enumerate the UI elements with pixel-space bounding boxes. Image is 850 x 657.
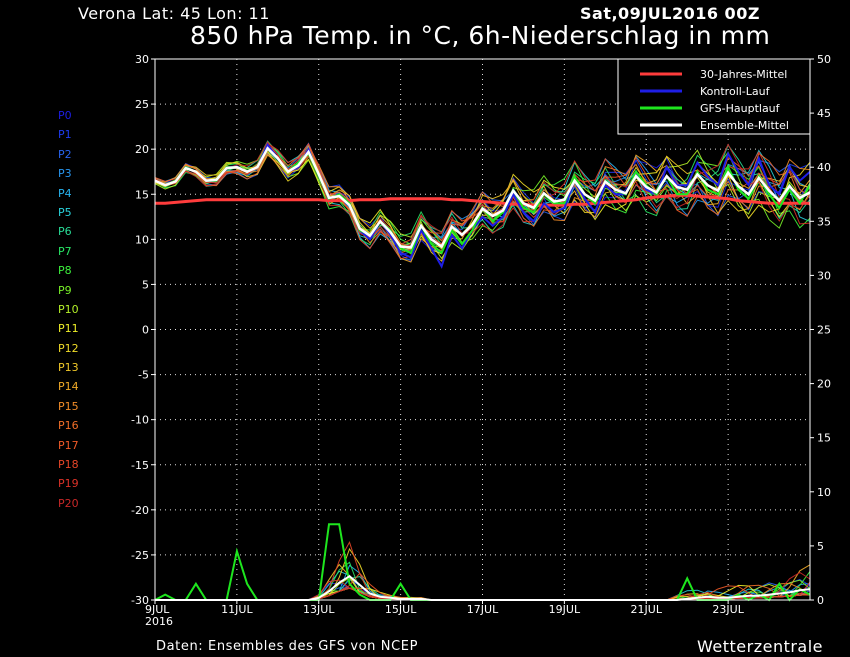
y-left-tick-label: -10: [131, 414, 149, 427]
y-right-tick-label: 10: [817, 486, 831, 499]
legend-label: GFS-Hauptlauf: [700, 102, 781, 115]
y-left-tick-label: 5: [142, 278, 149, 291]
member-label: P2: [58, 147, 72, 161]
member-label: P6: [58, 225, 72, 239]
legend-box: [617, 58, 811, 135]
climate-mean-line: [155, 193, 810, 207]
member-label: P12: [58, 341, 79, 355]
x-tick-label: 11JUL: [221, 603, 253, 616]
member-label: P4: [58, 186, 72, 200]
member-label: P16: [58, 419, 79, 433]
member-label: P3: [58, 167, 72, 181]
member-label: P11: [58, 322, 79, 336]
member-label: P19: [58, 477, 79, 491]
member-label: P13: [58, 361, 79, 375]
y-right-tick-label: 25: [817, 324, 831, 337]
y-left-tick-label: -25: [131, 549, 149, 562]
grid: [155, 59, 810, 600]
x-tick-year: 2016: [145, 615, 173, 628]
x-axis-ticks: 9JUL 11JUL 13JUL 15JUL 17JUL 19JUL 21JUL 23JUL 2…: [145, 600, 745, 628]
y-left-tick-label: -20: [131, 504, 149, 517]
y-right-tick-label: 30: [817, 269, 831, 282]
legend-label: Ensemble-Mittel: [700, 119, 789, 132]
y-left-tick-label: 15: [135, 188, 149, 201]
member-label: P17: [58, 438, 79, 452]
member-label: P1: [58, 128, 72, 142]
y-right-tick-label: 45: [817, 107, 831, 120]
brand-label: Wetterzentrale: [697, 637, 824, 656]
y-left-tick-label: 25: [135, 98, 149, 111]
legend: 30-Jahres-Mittel Kontroll-Lauf GFS-Hauptla…: [617, 58, 811, 135]
y-axis-left-ticks: 30 25 20 15 10 5 0 -5 -10 -15 -20 -25 -30: [131, 53, 155, 607]
member-label: P20: [58, 496, 79, 510]
y-right-tick-label: 5: [817, 540, 824, 553]
gfs-main-precip-line: [154, 523, 811, 602]
member-label: P14: [58, 380, 79, 394]
legend-label: 30-Jahres-Mittel: [700, 68, 787, 81]
y-right-tick-label: 35: [817, 215, 831, 228]
chart-title: 850 hPa Temp. in °C, 6h-Niederschlag in …: [190, 21, 771, 50]
member-label: P18: [58, 458, 79, 472]
x-tick-label: 17JUL: [467, 603, 499, 616]
y-right-tick-label: 40: [817, 161, 831, 174]
location-label: Verona Lat: 45 Lon: 11: [78, 4, 270, 23]
member-temp-line-P20: [154, 141, 811, 250]
y-left-tick-label: 20: [135, 143, 149, 156]
x-tick-label: 19JUL: [549, 603, 581, 616]
y-left-tick-label: 30: [135, 53, 149, 66]
y-left-tick-label: -5: [138, 369, 149, 382]
member-label: P7: [58, 244, 72, 258]
y-right-tick-label: 20: [817, 378, 831, 391]
member-label: P10: [58, 302, 79, 316]
y-left-tick-label: 10: [135, 233, 149, 246]
member-label: P8: [58, 264, 72, 278]
y-left-tick-label: -15: [131, 459, 149, 472]
run-date-label: Sat,09JUL2016 00Z: [580, 4, 760, 23]
x-tick-label: 23JUL: [712, 603, 744, 616]
member-labels: P0 P1 P2 P3 P4 P5 P6 P7 P8 P9 P10 P11 P12 P13 P14 P15 P1…: [58, 109, 79, 516]
member-label: P0: [58, 109, 72, 122]
x-tick-label: 15JUL: [385, 603, 417, 616]
member-label: P9: [58, 283, 72, 297]
ensemble-mean-line: [154, 146, 811, 249]
y-left-tick-label: -30: [131, 594, 149, 607]
main-series-lines: [154, 142, 811, 602]
legend-label: Kontroll-Lauf: [700, 85, 771, 98]
x-tick-label: 13JUL: [303, 603, 335, 616]
y-right-tick-label: 50: [817, 53, 831, 66]
member-temp-line-P9: [154, 143, 811, 246]
member-label: P5: [58, 205, 72, 219]
x-tick-label: 9JUL: [145, 603, 170, 616]
member-label: P15: [58, 399, 79, 413]
y-right-tick-label: 15: [817, 432, 831, 445]
data-credit: Daten: Ensembles des GFS von NCEP: [156, 639, 419, 654]
x-tick-label: 21JUL: [631, 603, 663, 616]
y-left-tick-label: 0: [142, 324, 149, 337]
y-right-tick-label: 0: [817, 594, 824, 607]
